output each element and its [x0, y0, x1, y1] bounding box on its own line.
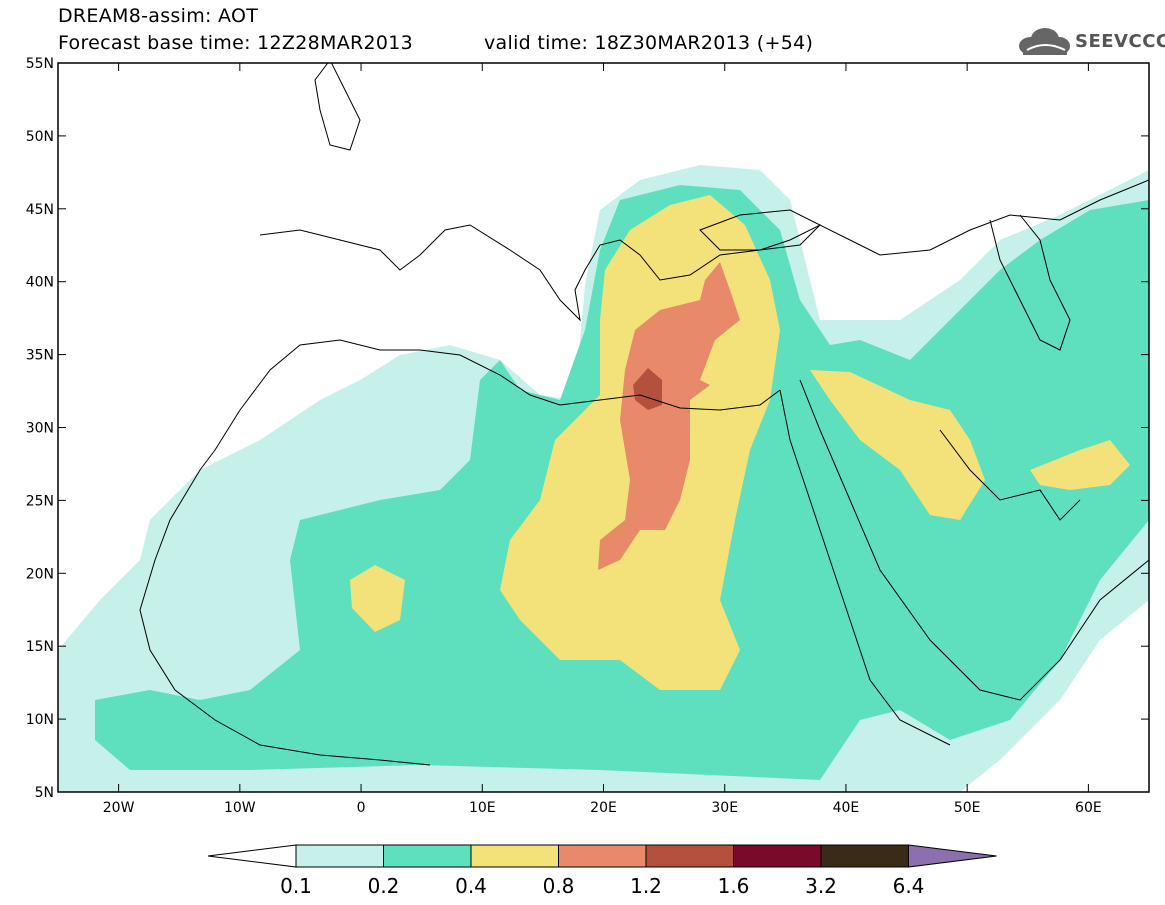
lat-tick-label: 15N	[26, 639, 54, 655]
colorbar-label: 0.8	[543, 874, 575, 898]
colorbar-segment	[820, 844, 909, 868]
lon-tick-label: 20W	[103, 800, 135, 816]
colorbar-segment	[558, 844, 647, 868]
colorbar-label: 1.2	[630, 874, 662, 898]
colorbar-segment	[383, 844, 472, 868]
coast-west-africa	[139, 409, 431, 766]
lon-tick-label: 30E	[711, 800, 738, 816]
lon-tick-label: 10W	[224, 800, 256, 816]
colorbar-segment	[295, 844, 384, 868]
lat-tick-label: 40N	[26, 275, 54, 291]
aot-band-0.4-gulf	[1030, 440, 1130, 490]
colorbar-segment	[645, 844, 734, 868]
lon-tick-label: 50E	[954, 800, 981, 816]
colorbar-segment	[733, 844, 822, 868]
lat-tick-label: 5N	[35, 785, 54, 801]
lat-tick-label: 50N	[26, 129, 54, 145]
lat-tick-label: 55N	[26, 56, 54, 72]
coast-north-africa	[239, 339, 781, 411]
colorbar: 0.1 0.2 0.4 0.8 1.2 1.6 3.2 6.4	[207, 844, 997, 898]
lon-tick-label: 40E	[833, 800, 860, 816]
aot-band-0.4-iraq	[810, 370, 985, 520]
coastlines	[139, 63, 1149, 766]
coast-red-sea	[779, 389, 951, 746]
cloud-icon	[1019, 28, 1070, 55]
coast-britain	[314, 63, 361, 151]
colorbar-label: 0.2	[368, 874, 400, 898]
coast-black-sea	[699, 209, 821, 251]
colorbar-label: 0.4	[455, 874, 487, 898]
aot-band-0.4-mali	[350, 565, 405, 632]
logo-text: SEEVCCC	[1075, 31, 1165, 52]
colorbar-label: 6.4	[893, 874, 925, 898]
colorbar-over-arrow	[908, 844, 997, 868]
coast-europe	[259, 179, 1149, 322]
colorbar-segment	[470, 844, 559, 868]
lon-tick-label: 10E	[469, 800, 496, 816]
chart-title: DREAM8-assim: AOT	[58, 5, 259, 27]
seevccc-logo: SEEVCCC	[1017, 26, 1165, 58]
colorbar-under-arrow	[207, 844, 297, 868]
coast-gulf	[939, 429, 1081, 521]
axis-ticks: 5N 10N 15N 20N 25N 30N 35N 40N 45N 50N 55N 20W 10W 0 1…	[26, 56, 1149, 816]
colorbar-label: 1.6	[718, 874, 750, 898]
aot-fields	[58, 165, 1149, 792]
colorbar-label: 3.2	[805, 874, 837, 898]
lat-tick-label: 35N	[26, 348, 54, 364]
lat-tick-label: 20N	[26, 566, 54, 582]
valid-time: valid time: 18Z30MAR2013 (+54)	[484, 32, 814, 54]
lon-tick-label: 60E	[1075, 800, 1102, 816]
lon-tick-label: 20E	[590, 800, 617, 816]
lat-tick-label: 45N	[26, 202, 54, 218]
forecast-base-time: Forecast base time: 12Z28MAR2013	[58, 32, 414, 54]
lat-tick-label: 25N	[26, 493, 54, 509]
aot-band-0.8	[598, 262, 740, 570]
coast-arabia	[799, 379, 1149, 701]
lon-tick-label: 0	[357, 800, 366, 816]
coast-caspian	[989, 214, 1071, 351]
lat-tick-label: 30N	[26, 421, 54, 437]
lat-tick-label: 10N	[26, 712, 54, 728]
colorbar-label: 0.1	[280, 874, 312, 898]
